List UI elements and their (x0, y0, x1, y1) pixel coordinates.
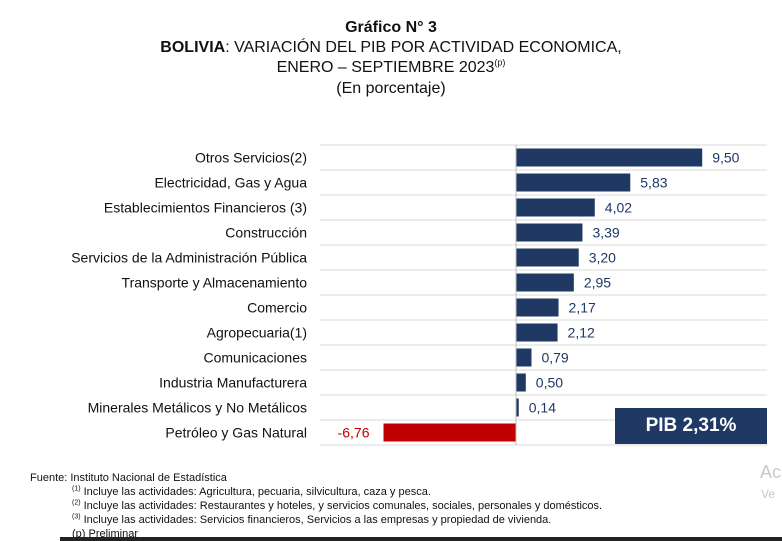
category-label: Comercio (247, 300, 307, 316)
chart-title-rest: : VARIACIÓN DEL PIB POR ACTIVIDAD ECONOM… (225, 39, 622, 56)
source-note: Fuente: Instituto Nacional de Estadístic… (30, 472, 227, 484)
category-label: Industria Manufacturera (159, 375, 307, 391)
category-label: Establecimientos Financieros (3) (104, 200, 307, 216)
bar-chart: Otros Servicios(2) 9,50 Electricidad, Gas … (71, 144, 767, 446)
data-label: 3,20 (589, 250, 616, 266)
footnote-2-text: Incluye las actividades: Restaurantes y … (80, 500, 603, 512)
bar (516, 398, 519, 417)
chart-number-title: Gráfico N° 3 (345, 19, 437, 36)
footnote-1: (1) Incluye las actividades: Agricultura… (30, 485, 602, 499)
watermark-line-1: Ac (760, 462, 782, 482)
bottom-rule (60, 537, 782, 541)
category-label: Construcción (225, 225, 307, 241)
footnote-3: (3) Incluye las actividades: Servicios f… (30, 513, 602, 527)
data-label: 3,39 (592, 225, 619, 241)
bar (516, 198, 595, 217)
pib-total-badge: PIB 2,31% (615, 408, 767, 444)
watermark-line-2: Ve (761, 487, 776, 501)
bar (516, 173, 631, 192)
chart-title-line-2: ENERO – SEPTIEMBRE 2023(p) (0, 58, 782, 77)
bar (516, 248, 579, 267)
country-name: BOLIVIA (160, 39, 226, 56)
category-label: Servicios de la Administración Pública (71, 250, 307, 266)
data-label: 2,12 (568, 325, 595, 341)
bar (516, 273, 574, 292)
footnote-1-text: Incluye las actividades: Agricultura, pe… (80, 486, 431, 498)
data-label: 9,50 (712, 150, 739, 166)
category-label: Minerales Metálicos y No Metálicos (88, 400, 307, 416)
bar (516, 298, 559, 317)
data-label: 4,02 (605, 200, 632, 216)
bar (516, 348, 532, 367)
data-label: -6,76 (338, 425, 370, 441)
category-label: Comunicaciones (204, 350, 308, 366)
category-label: Agropecuaria(1) (207, 325, 307, 341)
data-label: 0,50 (536, 375, 563, 391)
footnote-3-mark: (3) (72, 513, 81, 521)
category-label: Otros Servicios(2) (195, 150, 307, 166)
data-label: 0,79 (541, 350, 568, 366)
footnote-3-text: Incluye las actividades: Servicios finan… (80, 514, 552, 526)
period-text: ENERO – SEPTIEMBRE 2023 (276, 59, 495, 76)
footnote-2-mark: (2) (72, 499, 81, 507)
category-label: Electricidad, Gas y Agua (154, 175, 307, 191)
category-label: Transporte y Almacenamiento (122, 275, 308, 291)
bar (516, 223, 583, 242)
category-label: Petróleo y Gas Natural (165, 425, 307, 441)
data-label: 0,14 (529, 400, 556, 416)
data-label: 2,95 (584, 275, 611, 291)
chart-footer: Fuente: Instituto Nacional de Estadístic… (30, 471, 602, 541)
chart-subtitle: (En porcentaje) (336, 80, 446, 97)
bar (516, 373, 526, 392)
data-label: 5,83 (640, 175, 667, 191)
data-label: 2,17 (569, 300, 596, 316)
bar (516, 323, 558, 342)
footnote-1-mark: (1) (72, 485, 81, 493)
bar (383, 423, 516, 442)
chart-title-line-1: BOLIVIA: VARIACIÓN DEL PIB POR ACTIVIDAD… (0, 38, 782, 57)
preliminary-mark: (p) (494, 57, 506, 68)
footnote-2: (2) Incluye las actividades: Restaurante… (30, 499, 602, 513)
bar (516, 148, 703, 167)
